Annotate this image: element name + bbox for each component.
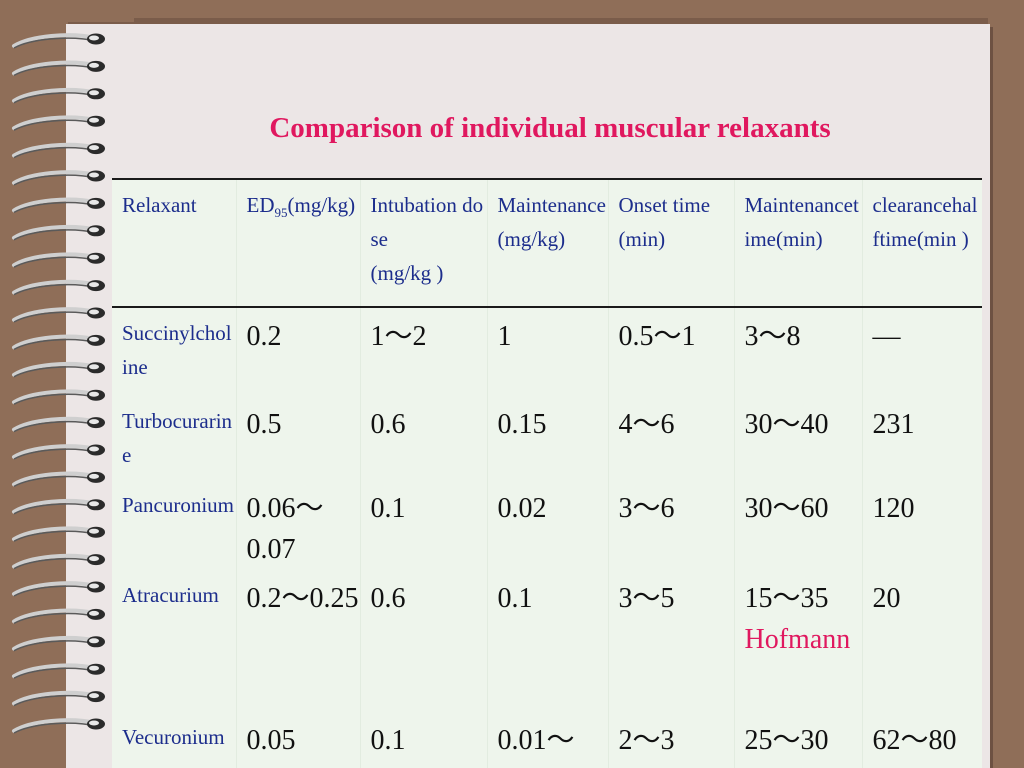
ed95-value: 0.06～0.07	[236, 480, 361, 570]
header-ed95-subscript: 95	[274, 205, 288, 221]
maintenance-time-value: 25～30	[734, 712, 863, 768]
table-row: Succinylcholine 0.2 1～2 1 0.5～1 3～8 —	[112, 307, 982, 396]
table-row: Vecuronium 0.05 0.1 0.01～0.02 2～3 25～30 …	[112, 712, 982, 768]
ed95-value: 0.5	[236, 396, 361, 480]
intubation-value: 0.1	[360, 712, 488, 768]
slide-title: Comparison of individual muscular relaxa…	[269, 112, 831, 144]
onset-value: 2～3	[608, 712, 735, 768]
onset-value: 3～5	[608, 570, 735, 712]
clearance-value: 20	[862, 570, 982, 712]
maintenance-time-range: 25～30	[744, 725, 829, 756]
onset-value: 0.5～1	[608, 307, 735, 396]
header-onset-time: Onset time (min)	[608, 179, 735, 307]
header-intubation-label: Intubation dose	[370, 193, 484, 251]
binding-ring-icon	[12, 635, 105, 652]
binding-ring-icon	[12, 252, 105, 268]
binding-ring-icon	[12, 361, 105, 378]
ed95-value: 0.05	[236, 712, 361, 768]
header-ed95-suffix: (mg/kg)	[287, 193, 356, 217]
binding-ring-icon	[12, 307, 105, 323]
maintenance-time-value: 3～8	[734, 307, 863, 396]
header-onset-label: Onset time	[618, 193, 711, 217]
maintenance-value: 0.1	[487, 570, 609, 712]
comparison-table-container: Relaxant ED95(mg/kg) Intubation dose (mg/…	[112, 178, 982, 768]
maintenance-time-range: 30～60	[744, 493, 829, 524]
binding-ring-icon	[12, 498, 105, 515]
binding-ring-icon	[12, 142, 105, 159]
maintenance-time-range: 3～8	[744, 321, 801, 352]
binding-ring-icon	[12, 553, 105, 570]
header-clearance-half-time: clearancehalftime(min )	[862, 179, 982, 307]
intubation-value: 0.6	[360, 570, 488, 712]
binding-ring-icon	[12, 416, 105, 433]
binding-ring-icon	[12, 718, 105, 734]
relaxant-name: Turbocurarine	[112, 396, 237, 480]
header-intubation-dose: Intubation dose (mg/kg )	[360, 179, 488, 307]
comparison-table: Relaxant ED95(mg/kg) Intubation dose (mg/…	[112, 178, 982, 768]
intubation-value: 1～2	[360, 307, 488, 396]
maintenance-time-range: 30～40	[744, 409, 829, 440]
clearance-value: 62～80	[862, 712, 982, 768]
header-maintenance-label: Maintenance	[497, 193, 606, 217]
binding-ring-icon	[12, 33, 105, 49]
maintenance-value: 0.15	[487, 396, 609, 480]
onset-value: 3～6	[608, 480, 735, 570]
maintenance-value: 1	[487, 307, 609, 396]
frame-corner	[0, 0, 134, 22]
binding-ring-icon	[12, 690, 105, 707]
binding-ring-icon	[12, 444, 105, 460]
intubation-value: 0.6	[360, 396, 488, 480]
header-maintenance: Maintenance (mg/kg)	[487, 179, 609, 307]
table-row: Turbocurarine 0.5 0.6 0.15 4～6 30～40 231	[112, 396, 982, 480]
header-ed95-prefix: ED	[246, 193, 275, 217]
binding-ring-icon	[12, 224, 105, 241]
ed95-value: 0.2～0.25	[236, 570, 361, 712]
clearance-value: —	[862, 307, 982, 396]
binding-ring-icon	[12, 197, 105, 214]
relaxant-name: Succinylcholine	[112, 307, 237, 396]
binding-ring-icon	[12, 87, 105, 104]
relaxant-name: Vecuronium	[112, 712, 237, 768]
header-intubation-unit: (mg/kg )	[370, 261, 444, 285]
binding-ring-icon	[12, 581, 105, 597]
ed95-value: 0.2	[236, 307, 361, 396]
header-relaxant: Relaxant	[112, 179, 237, 307]
table-header-row: Relaxant ED95(mg/kg) Intubation dose (mg/…	[112, 179, 982, 307]
binding-ring-icon	[12, 389, 105, 405]
clearance-value: 120	[862, 480, 982, 570]
maintenance-time-range: 15～35	[744, 583, 829, 614]
relaxant-name: Pancuronium	[112, 480, 237, 570]
maintenance-note: Hofmann	[744, 624, 851, 655]
maintenance-value: 0.01～0.02	[487, 712, 609, 768]
binding-ring-icon	[12, 526, 105, 542]
spiral-binding-icon	[12, 33, 105, 734]
table-row: Atracurium 0.2～0.25 0.6 0.1 3～5 15～35 Hof…	[112, 570, 982, 712]
intubation-value: 0.1	[360, 480, 488, 570]
header-maintenance-unit: (mg/kg)	[497, 227, 566, 251]
binding-ring-icon	[12, 60, 105, 77]
table-row: Pancuronium 0.06～0.07 0.1 0.02 3～6 30～60…	[112, 480, 982, 570]
relaxant-name: Atracurium	[112, 570, 237, 712]
binding-ring-icon	[12, 279, 105, 296]
header-onset-unit: (min)	[618, 227, 666, 251]
binding-ring-icon	[12, 663, 105, 679]
binding-ring-icon	[12, 334, 105, 351]
header-maintenance-time: Maintenancetime(min)	[734, 179, 863, 307]
binding-ring-icon	[12, 170, 105, 186]
maintenance-time-value: 30～40	[734, 396, 863, 480]
binding-ring-icon	[12, 115, 105, 131]
maintenance-value: 0.02	[487, 480, 609, 570]
clearance-value: 231	[862, 396, 982, 480]
onset-value: 4～6	[608, 396, 735, 480]
binding-ring-icon	[12, 471, 105, 488]
header-ed95: ED95(mg/kg)	[236, 179, 361, 307]
binding-ring-icon	[12, 608, 105, 625]
maintenance-time-value: 30～60	[734, 480, 863, 570]
maintenance-time-value: 15～35 Hofmann	[734, 570, 863, 712]
